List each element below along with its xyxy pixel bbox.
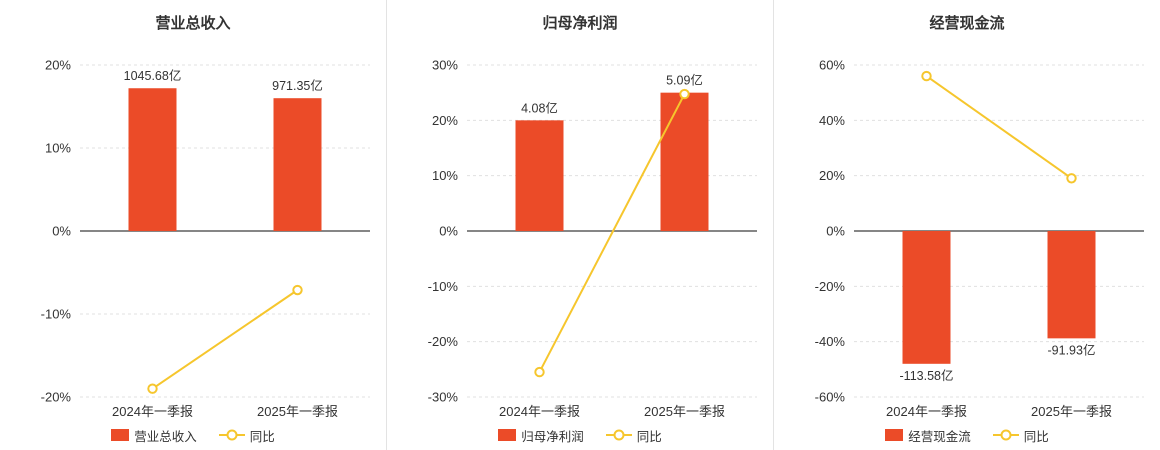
chart-legend: 经营现金流 同比 [774, 423, 1160, 447]
yoy-line-marker[interactable] [1066, 173, 1077, 184]
line-marker-icon [992, 429, 1019, 441]
legend-label: 归母净利润 [521, 429, 584, 444]
legend-item-line[interactable]: 同比 [605, 426, 662, 445]
x-axis-label: 2024年一季报 [112, 404, 193, 419]
yoy-line [925, 75, 1073, 180]
bar[interactable] [273, 98, 322, 231]
bar-swatch-icon [885, 429, 904, 441]
yoy-line [151, 289, 299, 390]
chart-panel-net-profit: 归母净利润 -30% -20% -10% 0% 10% 20% 30% 4.08亿 5.09亿 2… [387, 0, 774, 450]
x-axis-label: 2024年一季报 [499, 404, 580, 419]
y-tick-label: 10% [45, 141, 71, 156]
yoy-line-marker[interactable] [147, 383, 158, 394]
x-axis-label: 2025年一季报 [644, 404, 725, 419]
yoy-line [538, 93, 686, 373]
bar[interactable] [128, 88, 177, 231]
y-tick-label: 0% [826, 224, 845, 239]
yoy-line-marker[interactable] [679, 88, 690, 100]
bar-value-label: 971.35亿 [272, 78, 323, 93]
y-tick-label: -10% [41, 307, 72, 322]
chart-panel-revenue: 营业总收入 -20% -10% 0% 10% 20% 1045.68亿 971.35亿 202… [0, 0, 387, 450]
legend-item-line[interactable]: 同比 [992, 426, 1049, 445]
legend-item-bar[interactable]: 营业总收入 [111, 426, 197, 445]
y-tick-label: -30% [428, 390, 459, 405]
bar-value-label: -113.58亿 [900, 368, 954, 383]
y-tick-label: -60% [815, 390, 846, 405]
y-tick-label: 0% [52, 224, 71, 239]
revenue-chart: -20% -10% 0% 10% 20% 1045.68亿 971.35亿 2024年一季报 2… [41, 58, 370, 419]
chart-title-cash-flow: 经营现金流 [929, 15, 1005, 32]
y-tick-label: 20% [45, 58, 71, 73]
yoy-line-marker[interactable] [534, 366, 545, 378]
chart-title-revenue: 营业总收入 [155, 15, 231, 32]
chart-title-net-profit: 归母净利润 [542, 15, 618, 32]
y-tick-label: 20% [819, 168, 845, 183]
legend-label: 经营现金流 [908, 429, 971, 444]
bar[interactable] [902, 231, 951, 364]
bar-swatch-icon [498, 429, 517, 441]
yoy-line-marker[interactable] [921, 70, 932, 82]
x-axis-label: 2025年一季报 [1031, 404, 1112, 419]
bar-value-label: -91.93亿 [1048, 342, 1096, 357]
legend-item-bar[interactable]: 经营现金流 [885, 426, 971, 445]
bar-value-label: 5.09亿 [666, 73, 703, 88]
chart-panel-cash-flow: 经营现金流 -60% -40% -20% 0% 20% 40% 60% -113.58亿 -91… [774, 0, 1160, 450]
legend-label: 同比 [249, 429, 275, 444]
line-marker-icon [605, 429, 632, 441]
yoy-line-marker[interactable] [292, 284, 303, 296]
legend-label: 营业总收入 [134, 429, 197, 444]
bar-swatch-icon [111, 429, 130, 441]
legend-item-bar[interactable]: 归母净利润 [498, 426, 584, 445]
bar[interactable] [515, 120, 564, 231]
y-tick-label: -20% [428, 334, 459, 349]
y-tick-label: -20% [41, 390, 72, 405]
bar-value-label: 4.08亿 [521, 100, 558, 115]
x-axis-label: 2024年一季报 [886, 404, 967, 419]
y-tick-label: 20% [432, 113, 458, 128]
y-tick-label: -10% [428, 279, 459, 294]
bar[interactable] [1047, 231, 1096, 339]
y-tick-label: 0% [439, 224, 458, 239]
cash-flow-chart: -60% -40% -20% 0% 20% 40% 60% -113.58亿 -91.93亿 20… [815, 58, 1144, 419]
y-tick-label: 30% [432, 58, 458, 73]
y-tick-label: -40% [815, 334, 846, 349]
x-axis-label: 2025年一季报 [257, 404, 338, 419]
y-tick-label: 10% [432, 168, 458, 183]
legend-item-line[interactable]: 同比 [218, 426, 275, 445]
bar-value-label: 1045.68亿 [124, 68, 182, 83]
chart-legend: 营业总收入 同比 [0, 423, 386, 447]
y-tick-label: 60% [819, 58, 845, 73]
y-tick-label: -20% [815, 279, 846, 294]
legend-label: 同比 [1023, 429, 1049, 444]
legend-label: 同比 [636, 429, 662, 444]
line-marker-icon [218, 429, 245, 441]
chart-legend: 归母净利润 同比 [387, 423, 773, 447]
y-tick-label: 40% [819, 113, 845, 128]
bar[interactable] [660, 92, 709, 231]
net-profit-chart: -30% -20% -10% 0% 10% 20% 30% 4.08亿 5.09亿 2024年一季… [428, 58, 757, 419]
